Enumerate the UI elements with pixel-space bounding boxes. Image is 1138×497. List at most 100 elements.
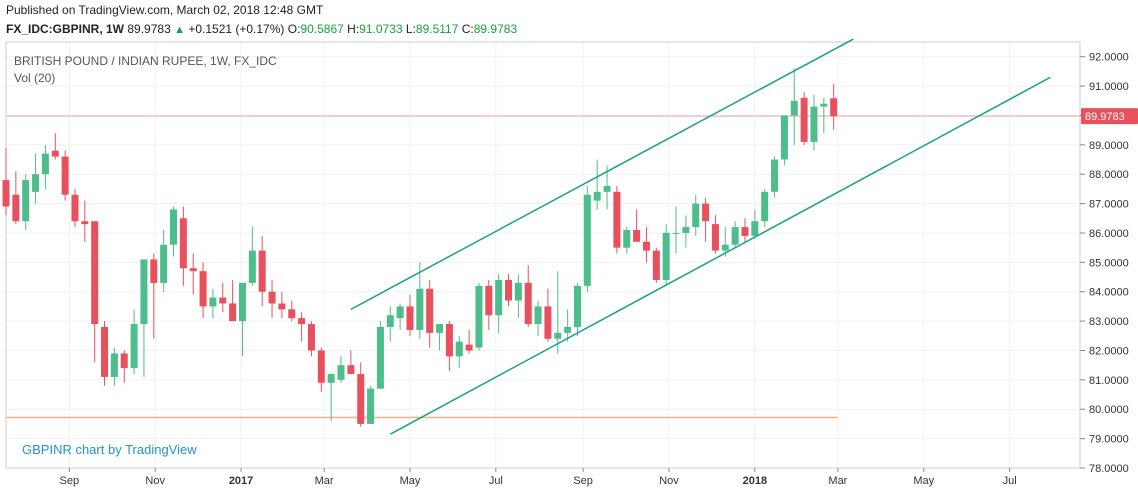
candle-body — [386, 315, 394, 327]
last-price-badge-label: 89.9783 — [1085, 111, 1125, 123]
price-tick-label: 85.0000 — [1089, 257, 1129, 269]
candle-body — [426, 288, 434, 333]
candle-body — [396, 306, 404, 319]
time-tick-label: Nov — [659, 475, 679, 487]
candle-body — [179, 218, 187, 269]
low-key: L: — [405, 22, 416, 36]
price-tick-label: 86.0000 — [1089, 228, 1129, 240]
price-tick-label: 88.0000 — [1089, 169, 1129, 181]
candle-body — [298, 318, 306, 325]
price-tick-label: 79.0000 — [1089, 434, 1129, 446]
candle-body — [140, 259, 148, 325]
high-key: H: — [347, 22, 360, 36]
candle-body — [61, 156, 69, 195]
watermark: GBPINR chart by TradingView — [22, 442, 197, 457]
time-tick-label: Mar — [315, 475, 334, 487]
candle-body — [376, 326, 384, 389]
candle-body — [505, 279, 513, 301]
candle-body — [652, 250, 660, 280]
candle-body — [721, 244, 729, 251]
candle-body — [751, 221, 759, 236]
price-tick-label: 80.0000 — [1089, 404, 1129, 416]
channel-lower-line — [389, 76, 1051, 435]
time-tick-label: 2017 — [229, 475, 253, 487]
candle-body — [51, 150, 59, 157]
price-axis[interactable]: 92.000091.000090.000089.000088.000087.00… — [1080, 52, 1138, 475]
open-key: O: — [287, 22, 301, 36]
candle-body — [367, 388, 375, 424]
candle-body — [573, 285, 581, 327]
candle-body — [248, 250, 256, 283]
candle-body — [357, 373, 365, 424]
candle-body — [603, 185, 611, 192]
candle-body — [238, 282, 246, 322]
last-price-badge — [1081, 108, 1138, 125]
price-tick-label: 89.0000 — [1089, 140, 1129, 152]
candle-body — [22, 180, 30, 222]
time-tick-label: May — [400, 475, 421, 487]
candle-body — [2, 180, 10, 207]
low-value: 89.5117 — [415, 22, 459, 36]
candle-body — [534, 306, 542, 325]
candle-body — [258, 250, 266, 292]
candle-body — [189, 268, 197, 272]
candle-body — [445, 324, 453, 357]
price-tick-label: 87.0000 — [1089, 199, 1129, 211]
price-tick-label: 82.0000 — [1089, 345, 1129, 357]
price-tick-label: 83.0000 — [1089, 316, 1129, 328]
ohlc-legend: FX_IDC:GBPINR, 1W 89.9783 ▲ +0.1521 (+0.… — [6, 22, 517, 36]
candle-body — [761, 191, 769, 222]
chart-title: BRITISH POUND / INDIAN RUPEE, 1W, FX_IDC — [14, 54, 277, 68]
price-tick-label: 81.0000 — [1089, 375, 1129, 387]
candles — [2, 68, 838, 427]
time-tick-label: Nov — [145, 475, 165, 487]
time-axis[interactable]: Sep Nov 2017 Mar May Jul Sep Nov 2018 Mar May Jul — [60, 468, 1017, 487]
candle-body — [91, 221, 99, 325]
last-price-label: 89.9783 — [127, 22, 171, 36]
trend-channel[interactable] — [350, 38, 1051, 435]
volume-indicator-label: Vol (20) — [14, 71, 55, 85]
candle-body — [564, 326, 572, 333]
high-value: 91.0733 — [359, 22, 403, 36]
close-key: C: — [461, 22, 474, 36]
open-value: 90.5867 — [300, 22, 344, 36]
candle-body — [780, 115, 788, 160]
candle-body — [130, 324, 138, 369]
candle-body — [583, 194, 591, 286]
candle-body — [731, 227, 739, 245]
candle-body — [209, 297, 217, 307]
price-tick-label: 78.0000 — [1089, 463, 1129, 475]
candle-body — [71, 194, 79, 222]
candle-body — [544, 306, 552, 339]
candle-body — [268, 291, 276, 304]
close-value: 89.9783 — [473, 22, 518, 36]
candle-body — [317, 350, 325, 383]
channel-upper-line — [350, 38, 854, 311]
candle-body — [406, 306, 414, 330]
published-note: Published on TradingView.com, March 02, … — [6, 3, 324, 17]
candle-body — [554, 332, 562, 339]
candle-body — [830, 98, 838, 117]
candle-body — [810, 106, 818, 142]
candle-body — [465, 344, 473, 351]
candle-body — [199, 271, 207, 307]
candle-body — [347, 365, 355, 374]
time-tick-label: Jul — [1003, 475, 1017, 487]
candle-body — [337, 365, 345, 380]
triangle-up-icon: ▲ — [174, 24, 185, 36]
candle-body — [682, 227, 690, 233]
candle-body — [32, 174, 40, 192]
price-tick-label: 92.0000 — [1089, 52, 1129, 64]
candle-body — [12, 194, 20, 222]
symbol-label: FX_IDC:GBPINR, 1W — [6, 22, 125, 36]
candle-body — [81, 221, 89, 225]
candle-body — [820, 103, 828, 107]
chart-pane — [5, 41, 1081, 469]
time-tick-label: 2018 — [743, 475, 767, 487]
candle-body — [702, 203, 710, 222]
candle-body — [219, 297, 227, 304]
candle-body — [613, 191, 621, 248]
candle-body — [692, 203, 700, 228]
candle-body — [642, 241, 650, 251]
